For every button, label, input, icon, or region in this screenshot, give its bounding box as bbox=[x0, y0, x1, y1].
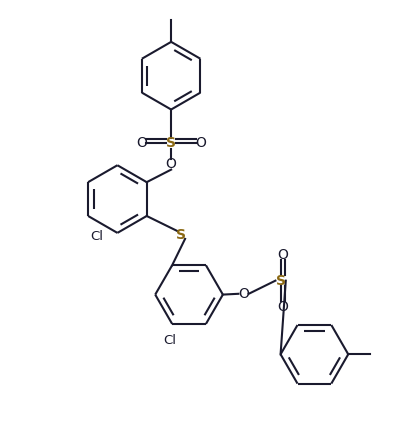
Text: O: O bbox=[238, 287, 249, 301]
Text: O: O bbox=[166, 158, 177, 171]
Text: O: O bbox=[277, 299, 289, 314]
Text: O: O bbox=[277, 248, 289, 262]
Text: S: S bbox=[166, 136, 176, 150]
Text: O: O bbox=[136, 136, 147, 150]
Text: S: S bbox=[176, 228, 186, 242]
Text: Cl: Cl bbox=[164, 334, 177, 347]
Text: Cl: Cl bbox=[90, 230, 103, 243]
Text: O: O bbox=[195, 136, 207, 150]
Text: S: S bbox=[275, 273, 286, 288]
